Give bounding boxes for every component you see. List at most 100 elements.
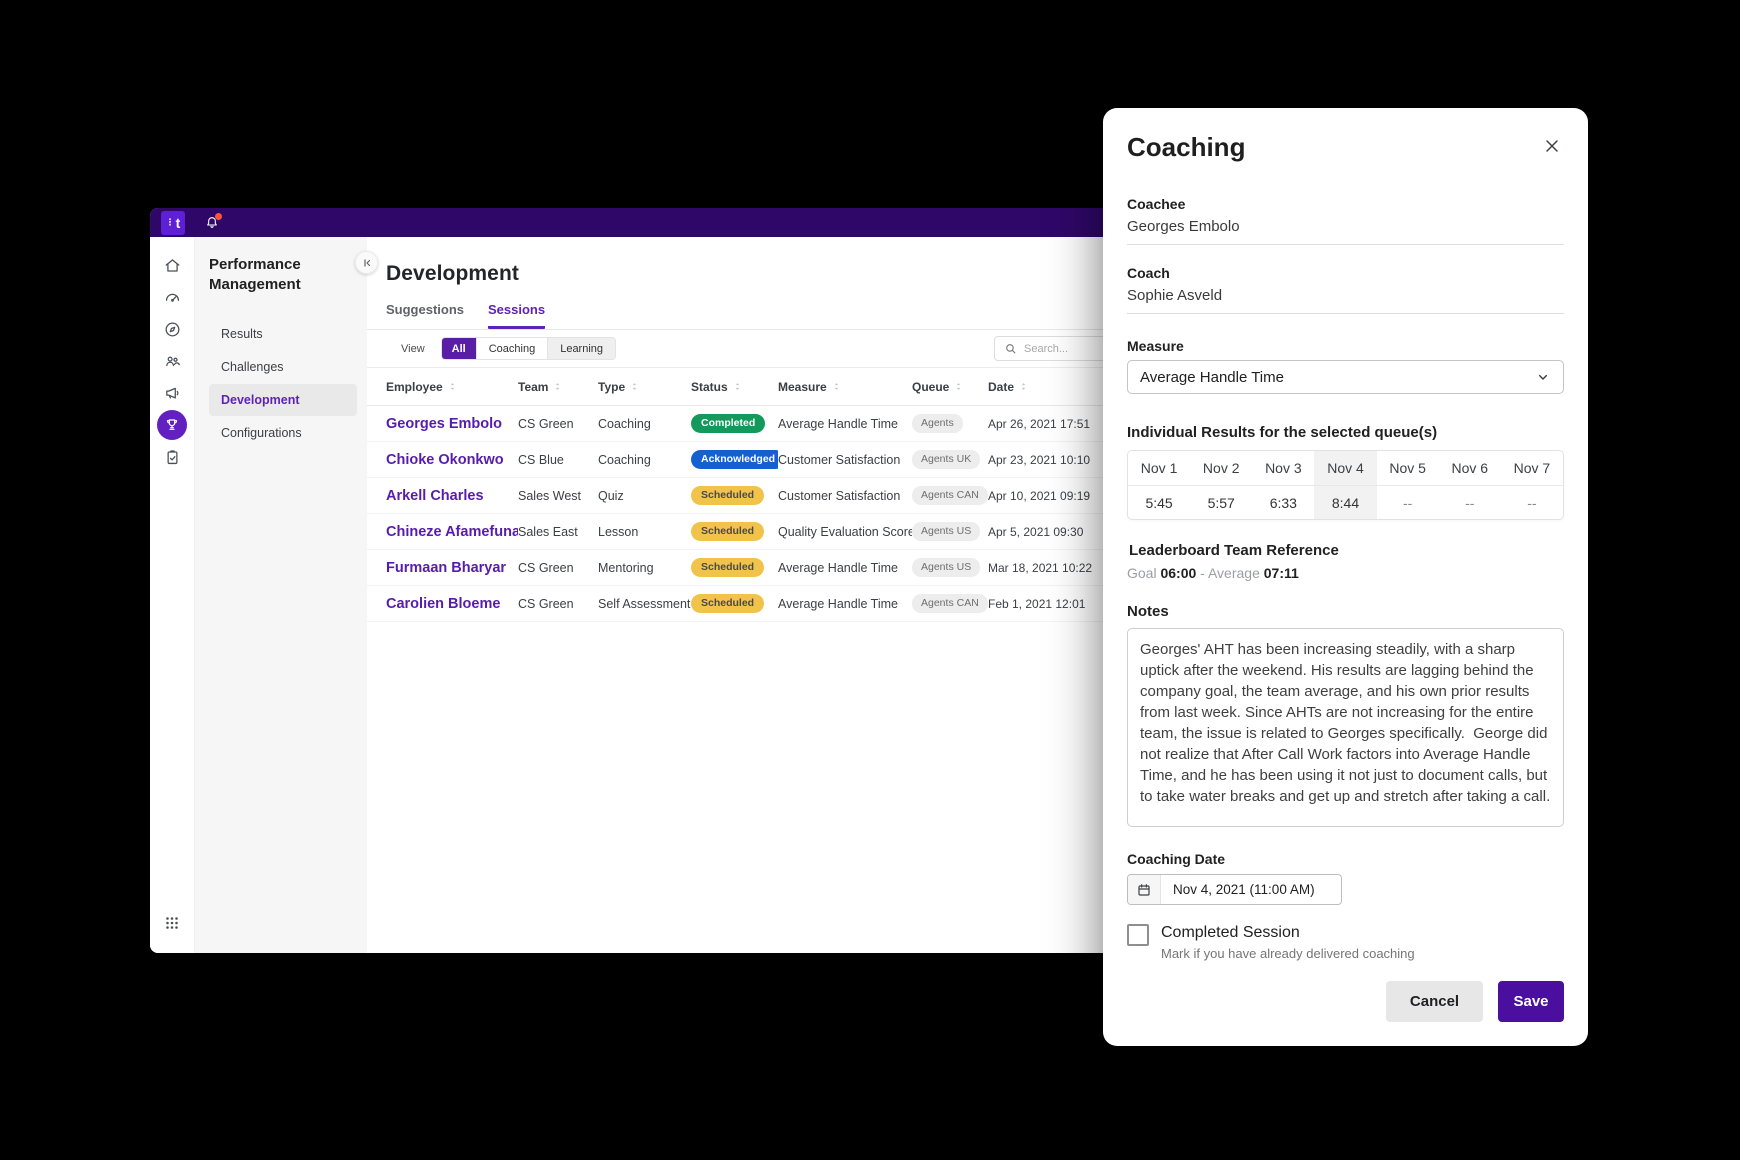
type-cell: Coaching [598, 416, 651, 431]
goal-value: 06:00 [1160, 565, 1197, 581]
column-header-employee[interactable]: Employee [386, 380, 518, 394]
measure-cell: Average Handle Time [778, 416, 898, 431]
status-cell: Scheduled [691, 522, 778, 541]
performance-trophy-icon[interactable] [156, 409, 188, 441]
dashboard-gauge-icon[interactable] [156, 281, 188, 313]
completed-session-label: Completed Session [1161, 924, 1300, 941]
team-cell: CS Green [518, 416, 574, 431]
filter-option-all[interactable]: All [441, 338, 477, 359]
sort-icon [629, 380, 640, 393]
sidebar-item-development[interactable]: Development [209, 384, 357, 416]
type-cell: Lesson [598, 524, 639, 539]
result-day-value: 5:57 [1190, 485, 1253, 519]
queue-badge: Agents US [912, 522, 981, 541]
employee-link[interactable]: Carolien Bloeme [386, 595, 501, 612]
search-placeholder: Search... [1024, 342, 1069, 355]
sidebar-item-challenges[interactable]: Challenges [221, 360, 284, 374]
table-row[interactable]: Chineze Afamefuna Sales East Lesson Schedul… [367, 514, 1150, 550]
status-cell: Scheduled [691, 486, 778, 505]
employee-link[interactable]: Arkell Charles [386, 487, 484, 504]
app-grid-icon[interactable] [156, 907, 188, 939]
queue-badge: Agents CAN [912, 594, 988, 613]
measure-cell: Customer Satisfaction [778, 452, 901, 467]
save-button[interactable]: Save [1498, 981, 1564, 1022]
date-cell: Feb 1, 2021 12:01 [988, 596, 1086, 611]
type-cell: Quiz [598, 488, 624, 503]
measure-select[interactable]: Average Handle Time [1127, 360, 1564, 394]
measure-label: Measure [1127, 338, 1184, 354]
home-icon[interactable] [156, 249, 188, 281]
coaching-date-input[interactable]: Nov 4, 2021 (11:00 AM) [1127, 874, 1342, 905]
sidebar-item-results[interactable]: Results [221, 327, 263, 341]
tab-sessions[interactable]: Sessions [488, 302, 546, 329]
page-title: Development [386, 262, 519, 285]
coaching-date-value: Nov 4, 2021 (11:00 AM) [1173, 882, 1315, 897]
tab-suggestions[interactable]: Suggestions [386, 302, 465, 317]
main-content: Development Suggestions Sessions View All… [355, 237, 1150, 953]
result-day-value: 5:45 [1128, 485, 1191, 519]
column-header-type[interactable]: Type [598, 380, 691, 394]
table-row[interactable]: Furmaan Bharyar CS Green Mentoring Schedule… [367, 550, 1150, 586]
sessions-table: Georges Embolo CS Green Coaching Completed A… [367, 406, 1150, 622]
result-day-value: 6:33 [1252, 485, 1315, 519]
leaderboard-label: Leaderboard Team Reference [1129, 542, 1339, 559]
filter-option-learning[interactable]: Learning [548, 338, 616, 359]
employee-link[interactable]: Chineze Afamefuna [386, 523, 518, 540]
table-row[interactable]: Georges Embolo CS Green Coaching Completed A… [367, 406, 1150, 442]
status-badge: Acknowledged [691, 450, 778, 469]
column-header-date[interactable]: Date [988, 380, 1138, 394]
sort-icon [447, 380, 458, 393]
dialog-title: Coaching [1127, 132, 1246, 162]
result-day-header: Nov 5 [1389, 460, 1426, 476]
employee-link[interactable]: Georges Embolo [386, 415, 503, 432]
view-label: View [401, 342, 425, 355]
coach-label: Coach [1127, 265, 1170, 281]
close-icon[interactable] [1540, 134, 1564, 161]
chevron-down-icon [1535, 369, 1551, 385]
date-cell: Apr 5, 2021 09:30 [988, 524, 1084, 539]
column-header-status[interactable]: Status [691, 380, 778, 394]
notifications-bell-icon[interactable] [204, 212, 222, 231]
status-cell: Scheduled [691, 594, 778, 613]
collapse-sidebar-button[interactable] [355, 251, 378, 274]
leaderboard-reference: Goal 06:00 - Average 07:11 [1127, 565, 1299, 581]
table-row[interactable]: Carolien Bloeme CS Green Self Assessment Sc… [367, 586, 1150, 622]
completed-session-checkbox[interactable] [1127, 924, 1149, 946]
date-cell: Mar 18, 2021 10:22 [988, 560, 1093, 575]
sidebar-item-configurations[interactable]: Configurations [221, 426, 302, 440]
queue-badge: Agents UK [912, 450, 981, 469]
table-row[interactable]: Chioke Okonkwo CS Blue Coaching Acknowledge… [367, 442, 1150, 478]
column-header-measure[interactable]: Measure [778, 380, 912, 394]
logo-letter: t [175, 214, 181, 231]
cancel-button[interactable]: Cancel [1386, 981, 1483, 1022]
coachee-value: Georges Embolo [1127, 218, 1564, 245]
measure-cell: Average Handle Time [778, 560, 898, 575]
queue-badge: Agents CAN [912, 486, 988, 505]
notes-textarea[interactable]: Georges' AHT has been increasing steadil… [1127, 628, 1564, 827]
table-row[interactable]: Arkell Charles Sales West Quiz Scheduled Cus… [367, 478, 1150, 514]
teams-people-icon[interactable] [156, 345, 188, 377]
queue-cell: Agents [912, 414, 988, 433]
sidebar-nav: Performance Management Results Challenges… [195, 237, 367, 953]
calendar-icon[interactable] [1128, 875, 1161, 904]
result-day-value: -- [1376, 485, 1439, 519]
measure-cell: Average Handle Time [778, 596, 898, 611]
filter-option-coaching[interactable]: Coaching [476, 338, 549, 359]
employee-link[interactable]: Chioke Okonkwo [386, 451, 504, 468]
queue-cell: Agents CAN [912, 486, 988, 505]
status-badge: Scheduled [691, 558, 765, 577]
measure-cell: Customer Satisfaction [778, 488, 901, 503]
coaching-dialog: Coaching Coachee Georges Embolo Coach So… [1103, 108, 1588, 1046]
column-header-team[interactable]: Team [518, 380, 598, 394]
column-header-queue[interactable]: Queue [912, 380, 988, 394]
team-cell: CS Green [518, 596, 574, 611]
employee-link[interactable]: Furmaan Bharyar [386, 559, 507, 576]
app-window: ⋮ t [150, 208, 1150, 953]
result-day-value: -- [1500, 485, 1563, 519]
tasks-clipboard-icon[interactable] [156, 441, 188, 473]
status-cell: Acknowledged [691, 450, 778, 469]
queue-badge: Agents [912, 414, 963, 433]
explore-compass-icon[interactable] [156, 313, 188, 345]
announcements-megaphone-icon[interactable] [156, 377, 188, 409]
app-logo[interactable]: ⋮ t [161, 210, 185, 235]
